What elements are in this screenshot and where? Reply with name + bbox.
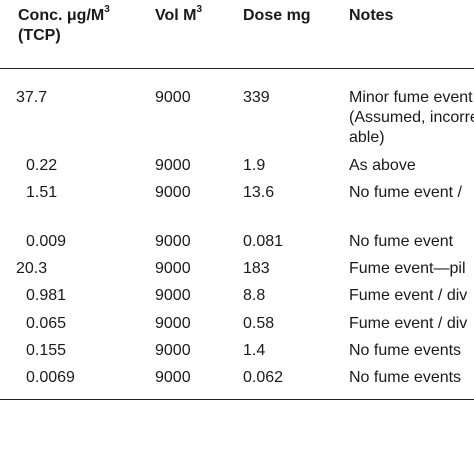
- cell-conc: 0.155: [26, 342, 67, 359]
- cell-vol: 9000: [155, 260, 191, 277]
- cell-vol: 9000: [155, 369, 191, 386]
- cell-notes-line: Minor fume event: [349, 89, 473, 106]
- cell-dose: 183: [243, 260, 270, 277]
- cell-notes-line: Fume event / div: [349, 287, 468, 304]
- cell-vol: 9000: [155, 157, 191, 174]
- header-conc-superscript: 3: [104, 4, 110, 15]
- header-vol-label: Vol M: [155, 7, 197, 24]
- cell-dose: 13.6: [243, 184, 275, 201]
- cell-dose: 1.9: [243, 157, 266, 174]
- cell-dose: 8.8: [243, 287, 266, 304]
- cell-notes-line: No fume events: [349, 369, 462, 386]
- cell-conc: 1.51: [26, 184, 58, 201]
- cell-conc: 0.065: [26, 315, 67, 332]
- cell-conc: 0.22: [26, 157, 58, 174]
- cell-vol: 9000: [155, 287, 191, 304]
- header-conc: Conc. μg/M3: [18, 4, 110, 26]
- cell-notes: No fume events: [349, 341, 474, 361]
- cell-notes-line: able): [349, 129, 385, 146]
- header-notes: Notes: [349, 7, 394, 24]
- cell-notes-line: No fume events: [349, 342, 462, 359]
- cell-notes-line: Fume event—pil: [349, 260, 466, 277]
- cell-notes: Fume event—pil: [349, 259, 474, 279]
- cell-vol: 9000: [155, 233, 191, 250]
- cell-vol: 9000: [155, 315, 191, 332]
- cell-conc: 0.981: [26, 287, 67, 304]
- cell-notes: Fume event / div: [349, 314, 474, 334]
- cell-notes: As above: [349, 156, 474, 176]
- header-divider: [0, 68, 474, 69]
- cell-notes: No fume event: [349, 232, 474, 252]
- cell-notes-line: Fume event / div: [349, 315, 468, 332]
- table-bottom-rule: [0, 399, 474, 400]
- cell-notes-line: No fume event /: [349, 184, 462, 201]
- cell-dose: 0.58: [243, 315, 275, 332]
- cell-notes-line: (Assumed, incorre: [349, 109, 474, 126]
- cell-notes: No fume events: [349, 368, 474, 388]
- header-conc-unit: (TCP): [18, 27, 61, 44]
- cell-vol: 9000: [155, 342, 191, 359]
- cell-notes-line: No fume event: [349, 233, 454, 250]
- cell-dose: 1.4: [243, 342, 266, 359]
- cell-notes: Fume event / div: [349, 286, 474, 306]
- cell-dose: 0.062: [243, 369, 284, 386]
- cell-dose: 339: [243, 89, 270, 106]
- cell-dose: 0.081: [243, 233, 284, 250]
- cell-vol: 9000: [155, 184, 191, 201]
- cell-conc: 0.0069: [26, 369, 75, 386]
- cell-conc: 37.7: [16, 89, 48, 106]
- header-vol: Vol M3: [155, 4, 203, 26]
- header-dose: Dose mg: [243, 7, 311, 24]
- cell-notes: No fume event /: [349, 183, 474, 203]
- header-conc-label: Conc. μg/M: [18, 7, 105, 24]
- cell-conc: 0.009: [26, 233, 67, 250]
- header-vol-superscript: 3: [196, 4, 203, 15]
- cell-conc: 20.3: [16, 260, 48, 277]
- cell-notes-line: As above: [349, 157, 416, 174]
- cell-vol: 9000: [155, 89, 191, 106]
- cell-notes: Minor fume event (Assumed, incorre able): [349, 88, 474, 148]
